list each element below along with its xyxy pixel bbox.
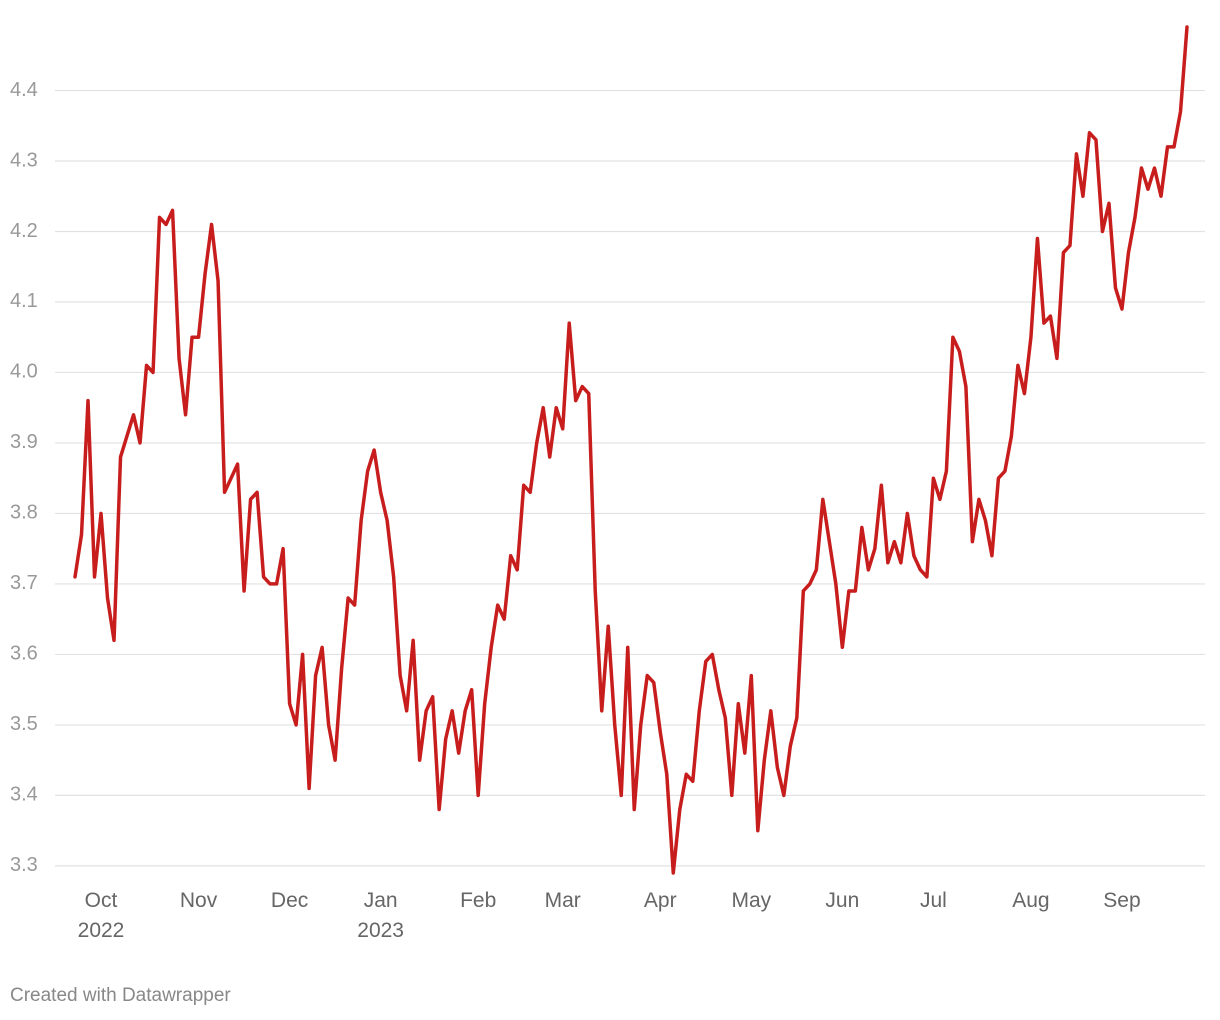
y-tick-label: 4.2: [10, 220, 38, 242]
y-tick-label: 3.6: [10, 643, 38, 665]
x-tick-label: Jun: [825, 889, 860, 912]
y-tick-label: 3.4: [10, 784, 38, 806]
y-tick-label: 4.3: [10, 149, 38, 171]
y-tick-label: 3.8: [10, 502, 38, 524]
x-tick-label: Aug: [1012, 889, 1050, 912]
x-tick-label: Jan 2023: [357, 889, 404, 942]
x-tick-label: Dec: [270, 889, 309, 912]
y-tick-label: 3.5: [10, 713, 38, 735]
y-tick-label: 4.0: [10, 361, 38, 383]
x-tick-label: Oct 2022: [77, 889, 125, 942]
y-tick-label: 4.4: [10, 79, 38, 101]
y-tick-label: 4.1: [10, 290, 38, 312]
y-tick-label: 3.7: [10, 572, 38, 594]
x-tick-label: Sep: [1103, 889, 1141, 912]
y-tick-label: 3.9: [10, 431, 38, 453]
x-tick-label: Feb: [460, 889, 497, 912]
x-tick-label: May: [731, 889, 772, 912]
x-tick-label: Mar: [544, 889, 581, 912]
line: [73, 25, 1189, 875]
y-tick-label: 3.3: [10, 854, 38, 876]
x-tick-label: Nov: [179, 889, 218, 912]
footer: Created with Datawrapper: [10, 985, 231, 1006]
x-tick-label: Jul: [919, 889, 947, 912]
x-tick-label: Apr: [643, 889, 677, 912]
